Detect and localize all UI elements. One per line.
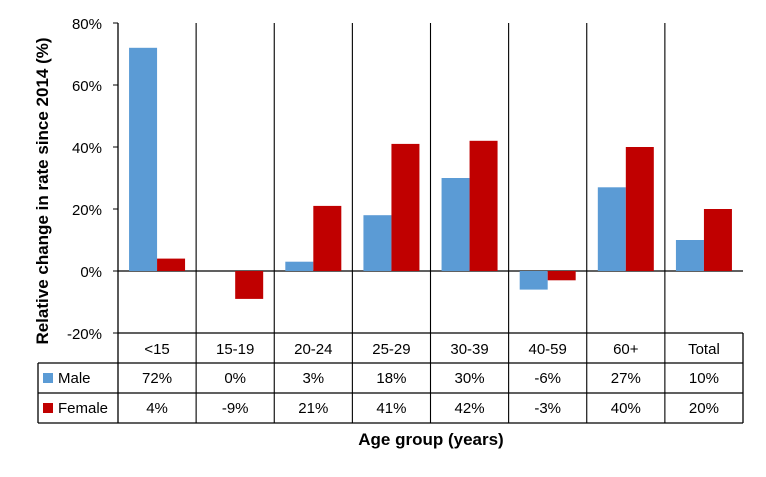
x-tick-label: Total (688, 341, 720, 358)
data-label-female: -3% (534, 400, 561, 417)
x-tick-label: 30-39 (450, 341, 488, 358)
data-label-male: 0% (224, 370, 246, 387)
data-label-female: 21% (298, 400, 328, 417)
data-label-male: 3% (302, 370, 324, 387)
y-tick-label: 60% (72, 78, 102, 95)
y-tick-label: 40% (72, 140, 102, 157)
y-tick-label: 0% (80, 264, 102, 281)
bar-male (129, 47, 158, 271)
x-tick-label: <15 (144, 341, 169, 358)
x-tick-label: 40-59 (529, 341, 567, 358)
bar-male (519, 271, 548, 290)
data-label-male: -6% (534, 370, 561, 387)
data-label-female: 40% (611, 400, 641, 417)
bar-female (235, 271, 264, 299)
bar-female (625, 147, 654, 271)
legend-label-male: Male (58, 370, 91, 387)
data-label-female: 42% (455, 400, 485, 417)
bar-male (363, 215, 392, 271)
data-label-male: 72% (142, 370, 172, 387)
bar-male (675, 240, 704, 271)
bar-female (547, 271, 576, 281)
y-axis-ticks: 80% 60% 40% 20% 0% -20% (67, 16, 102, 343)
bar-male (441, 178, 470, 271)
data-label-female: 41% (376, 400, 406, 417)
legend-swatch-male (43, 373, 53, 383)
data-label-female: -9% (222, 400, 249, 417)
y-tick-label: -20% (67, 326, 102, 343)
x-tick-label: 20-24 (294, 341, 332, 358)
y-axis-label: Relative change in rate since 2014 (%) (33, 37, 52, 344)
y-tick-label: 80% (72, 16, 102, 33)
chart-grid (113, 22, 744, 423)
data-label-male: 10% (689, 370, 719, 387)
bar-male (597, 187, 626, 271)
legend-swatch-female (43, 403, 53, 413)
bar-female (157, 258, 186, 271)
x-tick-label: 15-19 (216, 341, 254, 358)
x-tick-label: 60+ (613, 341, 639, 358)
bar-female (313, 205, 342, 271)
data-label-male: 27% (611, 370, 641, 387)
data-label-female: 4% (146, 400, 168, 417)
x-tick-label: 25-29 (372, 341, 410, 358)
legend-label-female: Female (58, 400, 108, 417)
data-label-male: 18% (376, 370, 406, 387)
bar-male (285, 261, 314, 271)
data-label-male: 30% (455, 370, 485, 387)
y-tick-label: 20% (72, 202, 102, 219)
bar-female (703, 209, 732, 271)
bars (129, 47, 732, 299)
bar-female (391, 143, 420, 271)
x-axis-label: Age group (years) (358, 430, 503, 449)
data-table: <15 15-19 20-24 25-29 30-39 40-59 60+ Total Male… (37, 332, 743, 424)
bar-female (469, 140, 498, 271)
data-label-female: 20% (689, 400, 719, 417)
